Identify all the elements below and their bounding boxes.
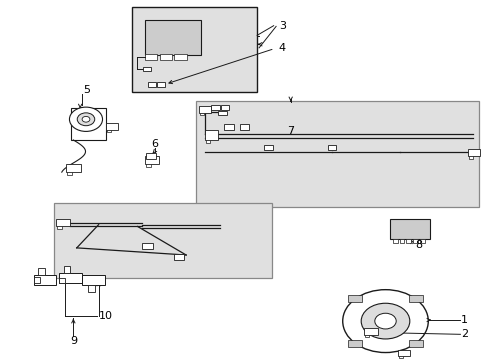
Bar xyxy=(419,239,424,243)
Bar xyxy=(106,123,118,130)
Bar xyxy=(196,102,478,207)
Bar xyxy=(205,140,210,143)
Bar xyxy=(406,239,410,243)
Bar xyxy=(239,125,249,130)
Bar xyxy=(157,82,164,87)
Circle shape xyxy=(374,313,395,329)
Bar xyxy=(204,130,218,140)
Bar xyxy=(397,350,409,356)
Bar xyxy=(220,105,229,111)
Bar xyxy=(143,67,151,71)
Text: 5: 5 xyxy=(83,85,90,95)
Text: 3: 3 xyxy=(278,21,285,31)
Bar xyxy=(34,275,56,285)
Bar xyxy=(348,340,361,347)
Bar xyxy=(224,125,233,130)
Bar xyxy=(148,82,156,87)
Bar xyxy=(63,266,70,273)
Bar xyxy=(34,277,40,283)
Bar xyxy=(210,105,219,111)
Bar xyxy=(174,54,186,60)
Bar xyxy=(145,153,155,159)
Bar xyxy=(144,20,201,55)
Bar xyxy=(264,145,273,150)
Bar xyxy=(218,111,226,115)
Bar xyxy=(67,172,72,175)
Bar xyxy=(363,328,377,335)
Bar xyxy=(144,156,159,164)
Bar xyxy=(399,239,404,243)
Bar xyxy=(200,113,203,115)
Bar xyxy=(59,273,82,283)
Bar xyxy=(173,254,184,260)
Bar xyxy=(65,164,81,172)
Bar xyxy=(348,295,361,302)
Circle shape xyxy=(69,107,102,131)
Text: 7: 7 xyxy=(286,126,294,136)
Bar xyxy=(408,295,422,302)
Text: 10: 10 xyxy=(99,311,113,321)
Bar xyxy=(54,203,271,278)
Bar xyxy=(57,226,61,229)
Bar xyxy=(468,157,472,159)
Bar xyxy=(467,149,479,157)
Bar xyxy=(56,219,70,226)
Bar xyxy=(59,278,65,283)
Bar xyxy=(131,7,257,93)
Text: 2: 2 xyxy=(460,329,467,339)
Bar xyxy=(88,285,95,292)
Bar xyxy=(145,54,157,60)
Bar xyxy=(146,164,150,167)
Bar xyxy=(199,106,210,113)
Bar xyxy=(412,239,417,243)
Bar xyxy=(160,54,172,60)
Bar xyxy=(365,335,369,337)
Text: 8: 8 xyxy=(414,240,421,250)
Bar xyxy=(392,239,397,243)
Circle shape xyxy=(361,303,409,339)
Bar xyxy=(327,145,336,150)
Text: 9: 9 xyxy=(70,337,77,346)
Bar xyxy=(398,356,402,358)
Circle shape xyxy=(342,290,427,352)
Bar xyxy=(71,108,106,140)
Circle shape xyxy=(82,116,90,122)
Bar xyxy=(38,267,45,275)
Text: 1: 1 xyxy=(460,315,467,325)
Bar xyxy=(142,243,152,249)
Circle shape xyxy=(77,113,95,126)
Bar xyxy=(107,130,111,132)
Text: 6: 6 xyxy=(151,139,158,149)
Bar xyxy=(82,275,105,285)
Text: 4: 4 xyxy=(278,43,285,53)
Bar xyxy=(389,219,429,239)
Bar xyxy=(408,340,422,347)
